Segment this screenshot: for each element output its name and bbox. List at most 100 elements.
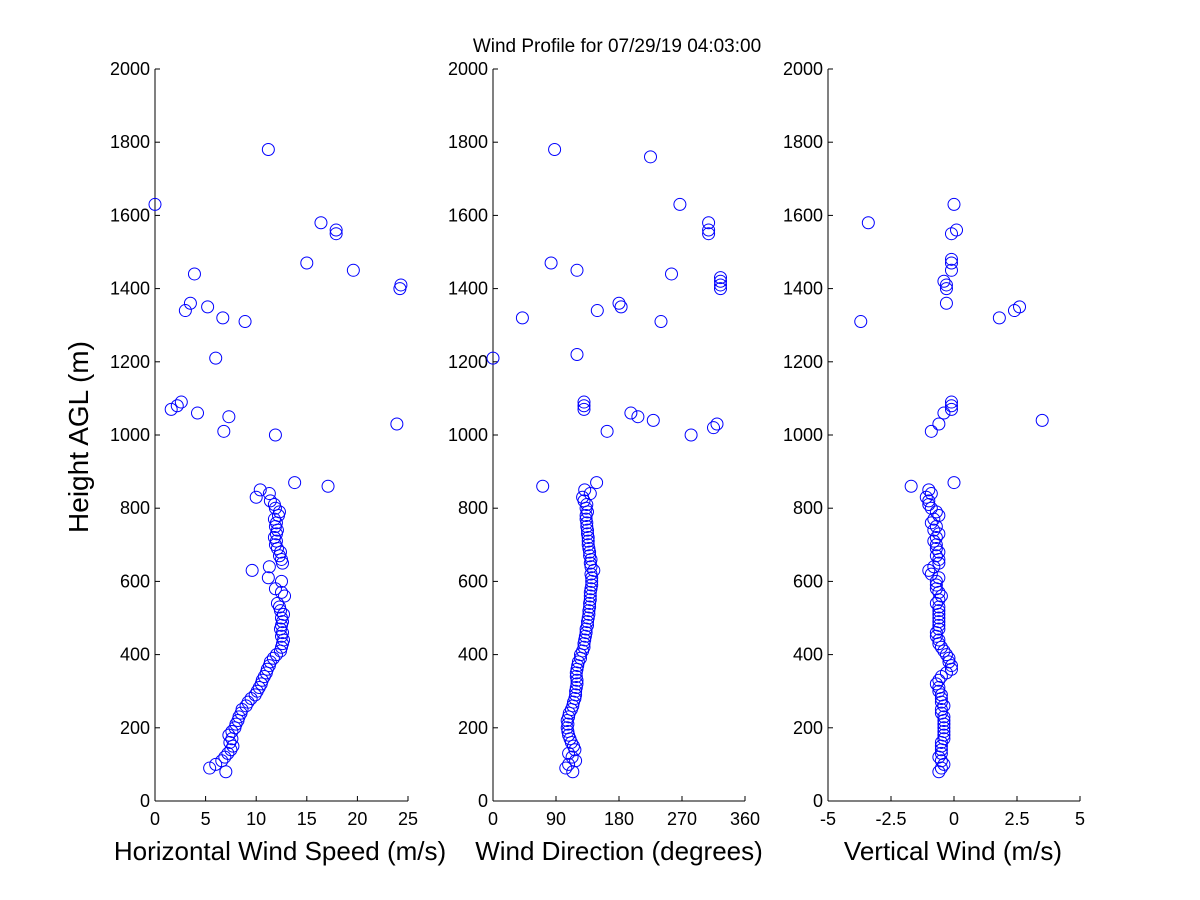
data-point xyxy=(944,252,958,266)
data-point xyxy=(486,351,500,365)
data-point xyxy=(224,743,238,757)
data-point xyxy=(932,622,946,636)
data-point xyxy=(944,395,958,409)
data-point xyxy=(939,296,953,310)
data-point xyxy=(300,256,314,270)
data-point xyxy=(559,761,573,775)
y-tick-label: 2000 xyxy=(448,59,488,79)
data-point xyxy=(241,695,255,709)
data-point xyxy=(571,655,585,669)
data-point xyxy=(861,216,875,230)
y-tick-label: 600 xyxy=(120,571,150,591)
y-tick-label: 600 xyxy=(793,571,823,591)
data-point xyxy=(587,563,601,577)
data-point xyxy=(272,505,286,519)
data-point xyxy=(944,256,958,270)
data-point xyxy=(922,494,936,508)
data-point xyxy=(267,498,281,512)
x-tick-label: 2.5 xyxy=(1004,809,1029,829)
data-point xyxy=(217,424,231,438)
y-tick-label: 0 xyxy=(813,791,823,811)
data-point xyxy=(267,530,281,544)
x-tick-label: 15 xyxy=(297,809,317,829)
data-point xyxy=(590,476,604,490)
data-point xyxy=(924,424,938,438)
data-point xyxy=(174,395,188,409)
data-point xyxy=(565,750,579,764)
data-point xyxy=(583,600,597,614)
data-point xyxy=(1013,300,1027,314)
data-point xyxy=(277,607,291,621)
data-point xyxy=(263,494,277,508)
data-point xyxy=(209,757,223,771)
data-point xyxy=(201,300,215,314)
data-point xyxy=(562,757,576,771)
data-point xyxy=(646,413,660,427)
y-tick-label: 2000 xyxy=(110,59,150,79)
data-point xyxy=(937,721,951,735)
data-point xyxy=(250,684,264,698)
data-point xyxy=(929,530,943,544)
vertical-wind-panel: -5 -2.5 0 2.5 5 0 200 400 600 800 1000 1200 1400 1600… xyxy=(783,59,1085,866)
data-point xyxy=(1035,413,1049,427)
y-tick-label: 200 xyxy=(120,718,150,738)
data-point xyxy=(245,563,259,577)
data-point xyxy=(577,640,591,654)
data-point xyxy=(260,662,274,676)
data-point xyxy=(288,476,302,490)
x-tick-label: 10 xyxy=(246,809,266,829)
data-point xyxy=(710,417,724,431)
wind-direction-panel: 0 90 180 270 360 0 200 400 600 800 1000 1200 1400 160… xyxy=(448,59,763,866)
data-point xyxy=(394,278,408,292)
data-point xyxy=(548,143,562,157)
data-point xyxy=(714,282,727,296)
data-point xyxy=(268,428,282,442)
data-point xyxy=(390,417,404,431)
data-point xyxy=(702,227,716,241)
data-point xyxy=(278,589,292,603)
data-point xyxy=(569,754,583,768)
data-point xyxy=(937,699,951,713)
data-point xyxy=(253,483,267,497)
data-point xyxy=(932,571,946,585)
data-point xyxy=(216,311,230,325)
data-point xyxy=(937,274,951,288)
data-point xyxy=(222,728,236,742)
data-point xyxy=(684,428,698,442)
data-point xyxy=(932,618,946,632)
data-point xyxy=(191,406,205,420)
data-point xyxy=(934,754,948,768)
data-point xyxy=(266,651,280,665)
data-point xyxy=(187,267,201,281)
data-point xyxy=(270,596,284,610)
data-point xyxy=(346,263,360,277)
data-point xyxy=(580,520,594,533)
y-tick-label: 1200 xyxy=(783,352,823,372)
data-point xyxy=(944,402,958,416)
data-point xyxy=(932,633,946,647)
y-tick-label: 1600 xyxy=(110,205,150,225)
data-point xyxy=(267,512,281,526)
data-point xyxy=(209,351,223,365)
data-point xyxy=(707,421,720,435)
data-markers xyxy=(486,143,727,779)
data-point xyxy=(577,395,591,409)
data-point xyxy=(585,578,599,592)
data-point xyxy=(269,648,283,662)
data-point xyxy=(225,724,239,738)
data-point xyxy=(927,523,941,537)
data-point xyxy=(614,300,628,314)
y-tick-label: 600 xyxy=(458,571,488,591)
y-tick-label: 800 xyxy=(120,498,150,518)
data-point xyxy=(714,274,727,288)
x-tick-label: 180 xyxy=(604,809,634,829)
data-point xyxy=(582,607,596,621)
data-point xyxy=(932,593,946,607)
data-point xyxy=(939,648,953,662)
data-point xyxy=(590,304,604,318)
data-point xyxy=(932,673,946,687)
data-point xyxy=(314,216,328,230)
data-point xyxy=(257,670,271,684)
data-point xyxy=(937,406,951,420)
x-tick-label: 270 xyxy=(667,809,697,829)
